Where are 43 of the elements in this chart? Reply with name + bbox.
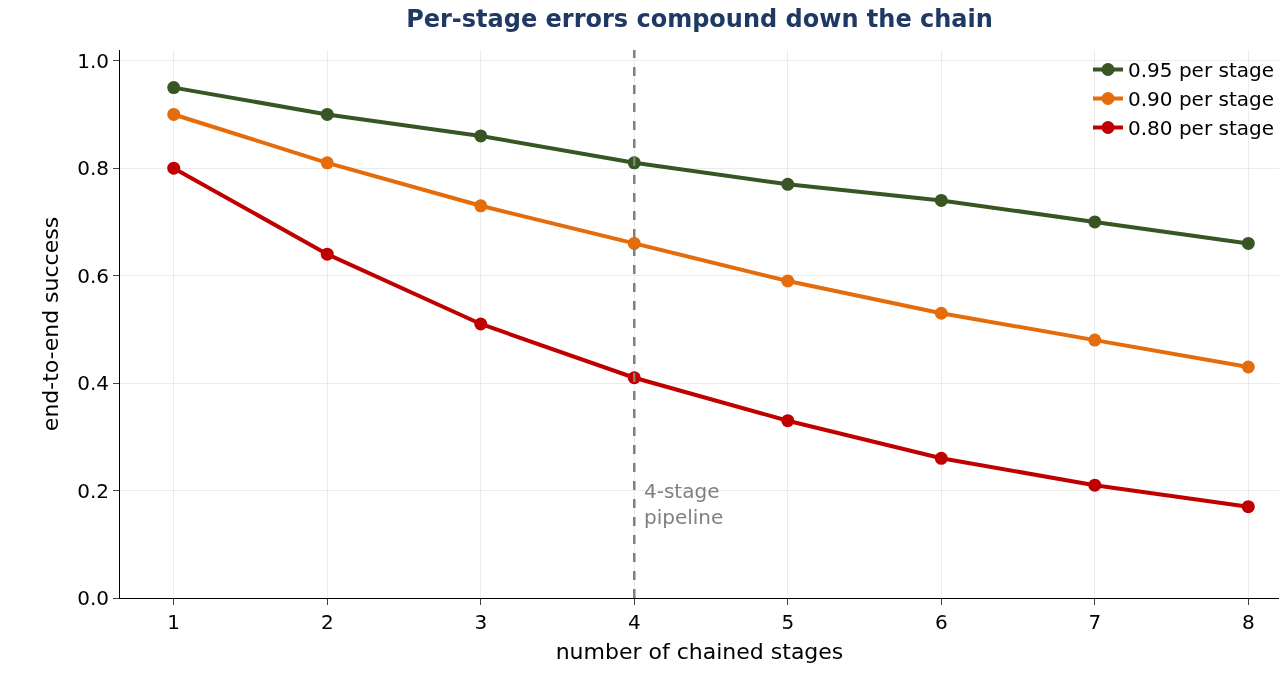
point [474,317,488,331]
point [320,156,334,170]
legend-label: 0.90 per stage [1128,87,1274,112]
x-tick-label: 3 [474,610,488,634]
ref-line-label: 4-stage pipeline [644,479,724,529]
y-tick-label: 0.2 [77,478,109,503]
x-tick-label: 2 [320,610,334,634]
y-axis-title: end-to-end success [37,216,63,432]
y-tick-label: 0.6 [77,263,109,288]
point [781,414,795,428]
legend-label: 0.80 per stage [1128,116,1274,141]
x-tick-label: 6 [934,610,948,634]
point [474,199,488,213]
point [320,247,334,261]
point [781,274,795,288]
point [934,306,948,320]
point [1088,333,1102,347]
point [1241,236,1255,250]
legend-label: 0.95 per stage [1128,58,1274,83]
point [934,193,948,207]
point [1241,500,1255,514]
point [167,161,181,175]
x-tick-label: 5 [781,610,795,634]
point [167,81,181,95]
x-axis-title: number of chained stages [555,638,844,664]
y-tick-label: 1.0 [77,48,109,73]
x-tick-label: 1 [167,610,181,634]
point [1088,478,1102,492]
point [934,451,948,465]
point [474,129,488,143]
point [1241,360,1255,374]
y-tick-label: 0.8 [77,156,109,181]
chart-title: Per-stage errors compound down the chain [406,5,993,34]
point [167,107,181,121]
point [627,236,641,250]
y-tick-label: 0.4 [77,371,109,396]
point [781,177,795,191]
x-tick-label: 4 [627,610,641,634]
point [1088,215,1102,229]
y-tick-label: 0.0 [77,586,109,610]
point [320,107,334,121]
x-tick-label: 7 [1088,610,1102,634]
x-tick-label: 8 [1241,610,1255,634]
